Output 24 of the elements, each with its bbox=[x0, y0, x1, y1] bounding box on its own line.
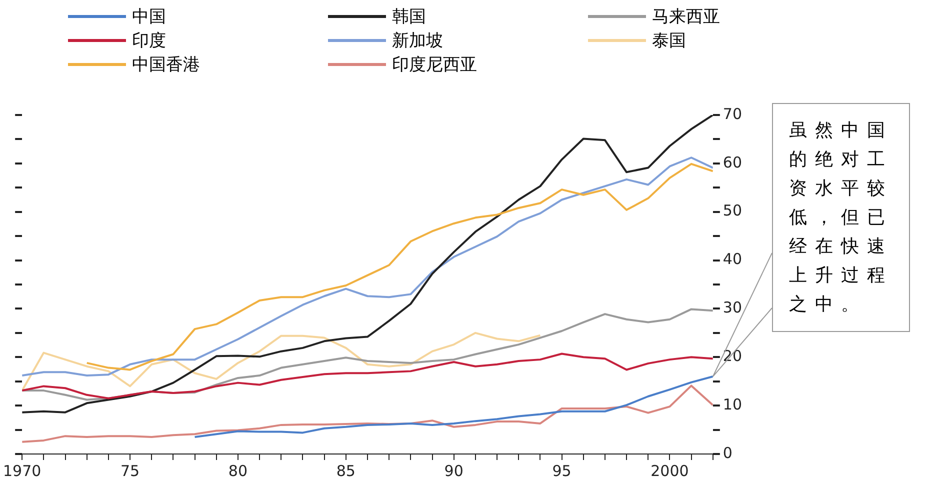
legend-label: 泰国 bbox=[652, 30, 686, 52]
x-tick-label: 90 bbox=[444, 462, 464, 480]
legend-label: 韩国 bbox=[392, 6, 426, 28]
annotation: 虽然中国的绝对工资水平较低，但已经在快速上升过程之中。 bbox=[772, 103, 910, 332]
y-tick-label: 10 bbox=[722, 395, 742, 414]
x-tick-label: 95 bbox=[552, 462, 572, 480]
x-tick-label: 85 bbox=[336, 462, 356, 480]
y-tick-label: 50 bbox=[722, 202, 742, 220]
y-tick-label: 30 bbox=[722, 298, 742, 317]
legend-label: 新加坡 bbox=[392, 30, 443, 52]
y-tick-label: 0 bbox=[722, 444, 732, 462]
x-tick-label: 75 bbox=[120, 462, 140, 480]
y-tick-label: 70 bbox=[722, 104, 742, 123]
legend-label: 中国香港 bbox=[132, 54, 200, 76]
x-tick-label: 1970 bbox=[2, 462, 42, 480]
legend-label: 中国 bbox=[132, 6, 166, 28]
y-tick-label: 60 bbox=[722, 153, 742, 172]
legend-label: 印度 bbox=[132, 30, 166, 52]
y-tick-label: 40 bbox=[722, 250, 742, 268]
y-tick-label: 20 bbox=[722, 347, 742, 366]
legend-label: 印度尼西亚 bbox=[392, 54, 477, 76]
legend-label: 马来西亚 bbox=[652, 6, 720, 28]
x-tick-label: 2000 bbox=[650, 462, 689, 480]
x-tick-label: 80 bbox=[228, 462, 248, 480]
